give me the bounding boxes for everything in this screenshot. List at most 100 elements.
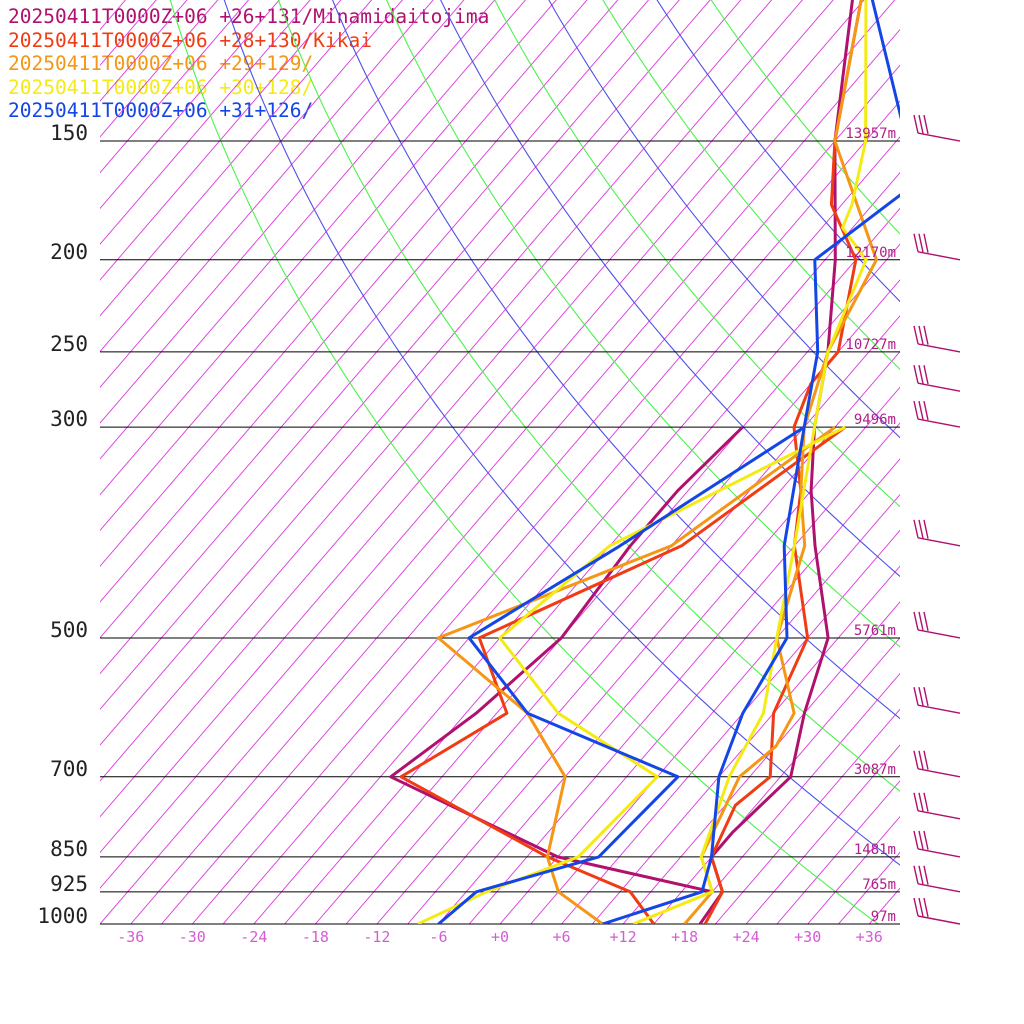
profile-2-dewpoint-line bbox=[399, 425, 847, 924]
wind-barb-flag bbox=[913, 897, 919, 917]
height-label: 1481m bbox=[854, 842, 896, 858]
isotherm-line bbox=[130, 28, 900, 924]
dry-adiabat-380 bbox=[548, 0, 900, 439]
wind-barb-flag bbox=[913, 400, 919, 420]
isotherm-line bbox=[284, 207, 900, 924]
profile-2-temperature-line bbox=[703, 0, 863, 924]
isotherm-line bbox=[530, 493, 900, 924]
isotherm-line bbox=[100, 0, 127, 31]
isotherm-line bbox=[561, 529, 900, 924]
profile-3-dewpoint-line bbox=[436, 425, 836, 924]
wind-barb-flag bbox=[913, 365, 919, 384]
pressure-tick-label: 150 bbox=[50, 121, 88, 145]
height-label: 13957m bbox=[845, 126, 896, 142]
temperature-tick-label: -18 bbox=[302, 928, 329, 946]
pressure-tick-label: 1000 bbox=[37, 904, 88, 928]
wind-barb-staff bbox=[917, 915, 961, 925]
wind-barb-flag bbox=[913, 519, 919, 538]
isotherm-line bbox=[100, 0, 311, 245]
wind-barb-flag bbox=[923, 400, 929, 421]
temperature-tick-label: +12 bbox=[610, 928, 637, 946]
wind-barb-flag bbox=[918, 687, 924, 706]
wind-barb-flag bbox=[923, 611, 929, 631]
legend-entry: 20250411T0000Z+06 +26+131/Minamidaitojim… bbox=[8, 5, 490, 28]
height-label: 765m bbox=[862, 877, 896, 893]
temperature-tick-label: -6 bbox=[429, 928, 447, 946]
wind-barb-staff bbox=[917, 251, 961, 261]
legend-entry: 20250411T0000Z+06 +31+126/ bbox=[8, 99, 314, 122]
wind-barb-flag bbox=[913, 792, 919, 811]
wind-barb-flag bbox=[918, 865, 924, 885]
temperature-tick-label: +6 bbox=[553, 928, 571, 946]
height-label: 5761m bbox=[854, 623, 896, 639]
wind-barb-flag bbox=[923, 325, 929, 345]
isotherm-line bbox=[407, 350, 900, 924]
wind-barb-flag bbox=[913, 114, 919, 134]
dry-adiabat-320 bbox=[223, 0, 900, 866]
isotherm-line bbox=[376, 315, 900, 924]
wind-barb-flag bbox=[923, 865, 929, 885]
isotherm-line bbox=[100, 0, 342, 281]
temperature-tick-label: +30 bbox=[794, 928, 821, 946]
dry-adiabat-330 bbox=[277, 0, 900, 792]
wind-barb bbox=[913, 114, 961, 142]
isotherm-line bbox=[100, 0, 527, 496]
wind-barb-flag bbox=[923, 687, 929, 707]
isotherm-line bbox=[0, 0, 213, 924]
wind-barb-staff bbox=[917, 704, 961, 714]
wind-barb bbox=[913, 865, 961, 893]
isotherm-line bbox=[0, 0, 244, 924]
pressure-tick-label: 500 bbox=[50, 618, 88, 642]
wind-barb-flag bbox=[918, 750, 924, 770]
height-label: 3087m bbox=[854, 762, 896, 778]
isotherm-line bbox=[100, 0, 434, 389]
isotherm-line bbox=[100, 0, 680, 675]
wind-barb-flag bbox=[913, 830, 919, 850]
pressure-tick-label: 200 bbox=[50, 240, 88, 264]
temperature-tick-label: +0 bbox=[491, 928, 509, 946]
wind-barb-flag bbox=[923, 233, 929, 253]
wind-barb-staff bbox=[917, 629, 961, 639]
isotherm-line bbox=[715, 708, 900, 924]
temperature-tick-label: +24 bbox=[733, 928, 760, 946]
dry-adiabat-360 bbox=[440, 0, 900, 578]
isotherm-line bbox=[100, 0, 403, 353]
pressure-tick-label: 700 bbox=[50, 757, 88, 781]
wind-barb bbox=[913, 365, 961, 392]
wind-barb-flag bbox=[918, 325, 924, 345]
profile-5-dewpoint-line bbox=[437, 425, 806, 924]
isotherm-line bbox=[100, 0, 373, 317]
isotherm-line bbox=[100, 0, 588, 567]
wind-barb-flag bbox=[913, 233, 919, 252]
isotherm-line bbox=[100, 0, 711, 711]
isotherm-line bbox=[100, 0, 834, 854]
wind-barb-flag bbox=[918, 400, 924, 420]
wind-barb bbox=[913, 830, 961, 858]
wind-barbs bbox=[913, 114, 961, 925]
wind-barb-staff bbox=[917, 382, 961, 392]
wind-barb-flag bbox=[918, 611, 924, 631]
isotherm-line bbox=[100, 0, 188, 102]
wind-barb-flag bbox=[918, 792, 924, 812]
wind-barb-flag bbox=[918, 519, 924, 539]
wind-barb bbox=[913, 687, 961, 714]
wind-barb-staff bbox=[917, 883, 961, 893]
wind-barb-flag bbox=[913, 750, 919, 769]
isotherm-line bbox=[253, 171, 900, 924]
wind-barb bbox=[913, 611, 961, 639]
wind-barb-flag bbox=[918, 365, 924, 384]
temperature-tick-label: -30 bbox=[179, 928, 206, 946]
dry-adiabat-310 bbox=[169, 0, 879, 924]
wind-barb-staff bbox=[917, 537, 961, 547]
wind-barb bbox=[913, 400, 961, 428]
wind-barb-flag bbox=[918, 830, 924, 850]
wind-barb bbox=[913, 792, 961, 820]
wind-barb-flag bbox=[913, 611, 919, 631]
wind-barb-staff bbox=[917, 132, 961, 142]
wind-barb-staff bbox=[917, 810, 961, 820]
isotherm-line bbox=[807, 815, 900, 924]
wind-barb-flag bbox=[918, 897, 924, 917]
isotherm-line bbox=[653, 637, 900, 924]
wind-barb bbox=[913, 750, 961, 778]
